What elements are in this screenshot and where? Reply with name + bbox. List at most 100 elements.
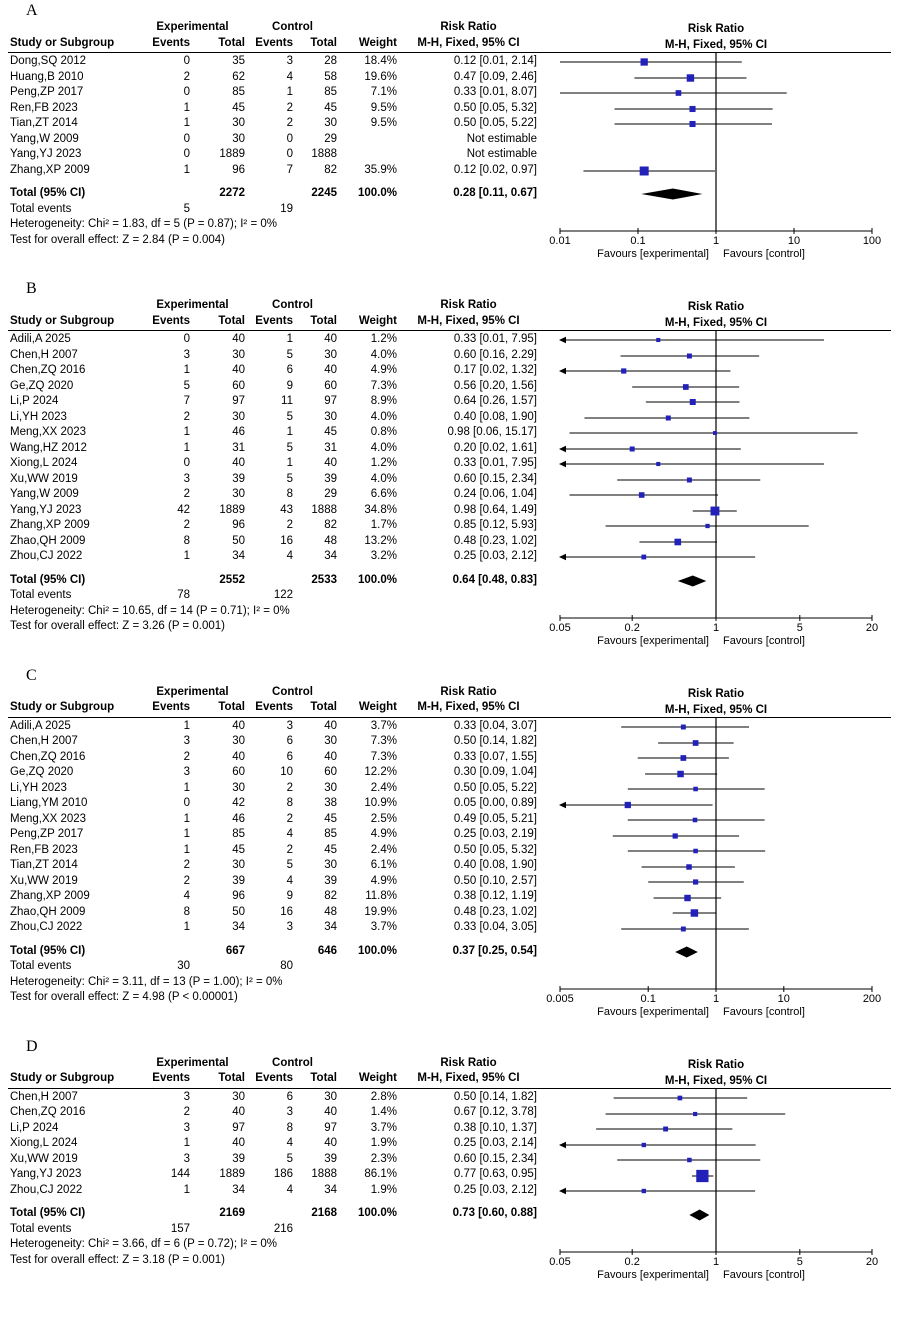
study-name: Chen,ZQ 2016 bbox=[10, 1106, 86, 1118]
total-diamond bbox=[689, 1209, 710, 1220]
weight-value: 35.9% bbox=[364, 163, 397, 176]
study-name: Yang,W 2009 bbox=[10, 132, 79, 145]
study-row: Xu,WW 2019 3 39 5 39 2.3% 0.60 [0.15, 2.34] bbox=[0, 1152, 899, 1168]
experimental-events: 1 bbox=[183, 1137, 190, 1149]
total-label: Total (95% CI) bbox=[10, 573, 86, 586]
ci-arrow-left bbox=[559, 460, 566, 468]
experimental-total: 30 bbox=[232, 1090, 245, 1103]
header-divider bbox=[8, 716, 891, 718]
heterogeneity-note: Heterogeneity: Chi² = 1.83, df = 5 (P = … bbox=[10, 218, 277, 230]
experimental-total: 85 bbox=[232, 828, 245, 840]
weight-value: 19.6% bbox=[364, 70, 397, 83]
ci-arrow-left bbox=[559, 553, 566, 561]
weight-value bbox=[340, 132, 400, 148]
weight-value: 4.9% bbox=[370, 828, 397, 840]
weight-value: 7.3% bbox=[370, 750, 397, 763]
study-name: Zhao,QH 2009 bbox=[10, 534, 86, 547]
risk-ratio-group-header: Risk Ratio bbox=[440, 685, 497, 698]
control-events: 7 bbox=[286, 163, 293, 176]
plot-text: 10 bbox=[778, 993, 790, 1005]
total-events-row: Total events 5 19 bbox=[0, 202, 899, 218]
header-divider bbox=[8, 52, 891, 53]
effect-square bbox=[689, 120, 696, 128]
total-rr-ci-text: 0.28 [0.11, 0.67] bbox=[453, 187, 537, 199]
risk-ratio-group-header: Risk Ratio bbox=[440, 21, 497, 33]
ci-arrow-left bbox=[559, 1187, 566, 1194]
experimental-events: 3 bbox=[183, 348, 190, 361]
effect-square bbox=[665, 415, 671, 421]
study-row: Chen,ZQ 2016 1 40 6 40 4.9% 0.17 [0.02, 1.32] bbox=[0, 363, 899, 379]
weight-value: 6.6% bbox=[370, 488, 397, 500]
total-weight: 100.0% bbox=[357, 187, 397, 199]
rr-ci-text: 0.50 [0.10, 2.57] bbox=[453, 874, 537, 887]
control-total: 60 bbox=[324, 766, 337, 778]
study-name: Huang,B 2010 bbox=[10, 70, 84, 83]
total-experimental-n: 667 bbox=[225, 944, 245, 957]
effect-square bbox=[656, 461, 661, 467]
study-name: Adili,A 2025 bbox=[10, 719, 71, 732]
effect-square bbox=[641, 554, 647, 560]
rr-ci-text: 0.17 [0.02, 1.32] bbox=[453, 364, 537, 376]
effect-square bbox=[680, 926, 686, 931]
panel-A: A Experimental Control Risk Ratio Study or S… bbox=[0, 2, 899, 270]
experimental-events: 5 bbox=[183, 379, 190, 392]
rr-ci-text: 0.50 [0.05, 5.22] bbox=[453, 781, 537, 794]
control-events: 4 bbox=[286, 874, 293, 887]
rr-column-header: M-H, Fixed, 95% CI bbox=[417, 36, 520, 49]
rr-ci-text: 0.50 [0.14, 1.82] bbox=[453, 735, 537, 747]
total-diamond bbox=[675, 946, 698, 957]
control-total: 82 bbox=[324, 163, 337, 176]
total-events-label: Total events bbox=[10, 202, 72, 215]
experimental-events: 1 bbox=[183, 1183, 190, 1196]
column-header-row: Study or Subgroup Events Total Events Total W… bbox=[0, 36, 899, 52]
study-row: Meng,XX 2023 1 46 2 45 2.5% 0.49 [0.05, 5.21] bbox=[0, 812, 899, 828]
events-column-header: Events bbox=[152, 701, 190, 713]
total-control-n: 2533 bbox=[311, 573, 337, 586]
study-row: Zhou,CJ 2022 1 34 4 34 3.2% 0.25 [0.03, 2.12] bbox=[0, 549, 899, 565]
control-events: 4 bbox=[286, 550, 293, 562]
rr-ci-text: 0.60 [0.16, 2.29] bbox=[453, 348, 537, 361]
weight-value: 1.9% bbox=[370, 1137, 397, 1149]
study-name: Zhou,CJ 2022 bbox=[10, 1183, 83, 1196]
total-events-label: Total events bbox=[10, 1222, 72, 1235]
ci-arrow-left bbox=[559, 367, 566, 375]
experimental-total: 1889 bbox=[219, 503, 245, 516]
study-row: Zhao,QH 2009 8 50 16 48 19.9% 0.48 [0.23, 1.02… bbox=[0, 905, 899, 921]
total-experimental-n: 2169 bbox=[219, 1207, 245, 1219]
study-row: Adili,A 2025 0 40 1 40 1.2% 0.33 [0.01, 7.95] bbox=[0, 332, 899, 348]
control-total: 31 bbox=[324, 441, 337, 454]
total-row: Total (95% CI) 2552 2533 100.0% 0.64 [0.48, … bbox=[0, 573, 899, 589]
weight-value: 1.2% bbox=[370, 457, 397, 469]
study-name: Zhang,XP 2009 bbox=[10, 163, 90, 176]
total-column-header: Total bbox=[218, 701, 245, 713]
effect-square bbox=[624, 801, 631, 808]
experimental-events: 1 bbox=[183, 719, 190, 732]
weight-value: 2.3% bbox=[370, 1152, 397, 1165]
plot-text: 1 bbox=[713, 235, 719, 247]
effect-square bbox=[710, 506, 720, 516]
plot-text: Favours [control] bbox=[723, 248, 805, 260]
total-events-control: 19 bbox=[280, 202, 293, 215]
experimental-total: 45 bbox=[232, 101, 245, 114]
study-row: Peng,ZP 2017 1 85 4 85 4.9% 0.25 [0.03, 2.19] bbox=[0, 827, 899, 843]
rr-column-header: M-H, Fixed, 95% CI bbox=[417, 314, 520, 327]
study-name: Chen,H 2007 bbox=[10, 348, 78, 361]
study-row: Chen,H 2007 3 30 6 30 7.3% 0.50 [0.14, 1.82] bbox=[0, 734, 899, 750]
control-events: 8 bbox=[286, 797, 293, 809]
weight-value: 13.2% bbox=[364, 534, 397, 547]
weight-column-header: Weight bbox=[358, 701, 397, 713]
plot-text: 0.01 bbox=[549, 235, 570, 247]
experimental-events: 4 bbox=[183, 890, 190, 902]
study-name: Xiong,L 2024 bbox=[10, 1137, 78, 1149]
control-events: 0 bbox=[286, 148, 293, 160]
weight-value: 2.4% bbox=[370, 843, 397, 856]
plot-text: M-H, Fixed, 95% CI bbox=[665, 39, 767, 51]
experimental-events: 2 bbox=[183, 750, 190, 763]
plot-text: 20 bbox=[866, 1256, 878, 1268]
total-column-header: Total bbox=[218, 314, 245, 327]
total-rr-ci-text: 0.73 [0.60, 0.88] bbox=[452, 1207, 537, 1219]
study-name: Ge,ZQ 2020 bbox=[10, 379, 74, 392]
study-row: Yang,YJ 2023 42 1889 43 1888 34.8% 0.98 [0.64,… bbox=[0, 503, 899, 519]
plot-text: 5 bbox=[797, 622, 803, 634]
control-events: 1 bbox=[286, 333, 293, 345]
